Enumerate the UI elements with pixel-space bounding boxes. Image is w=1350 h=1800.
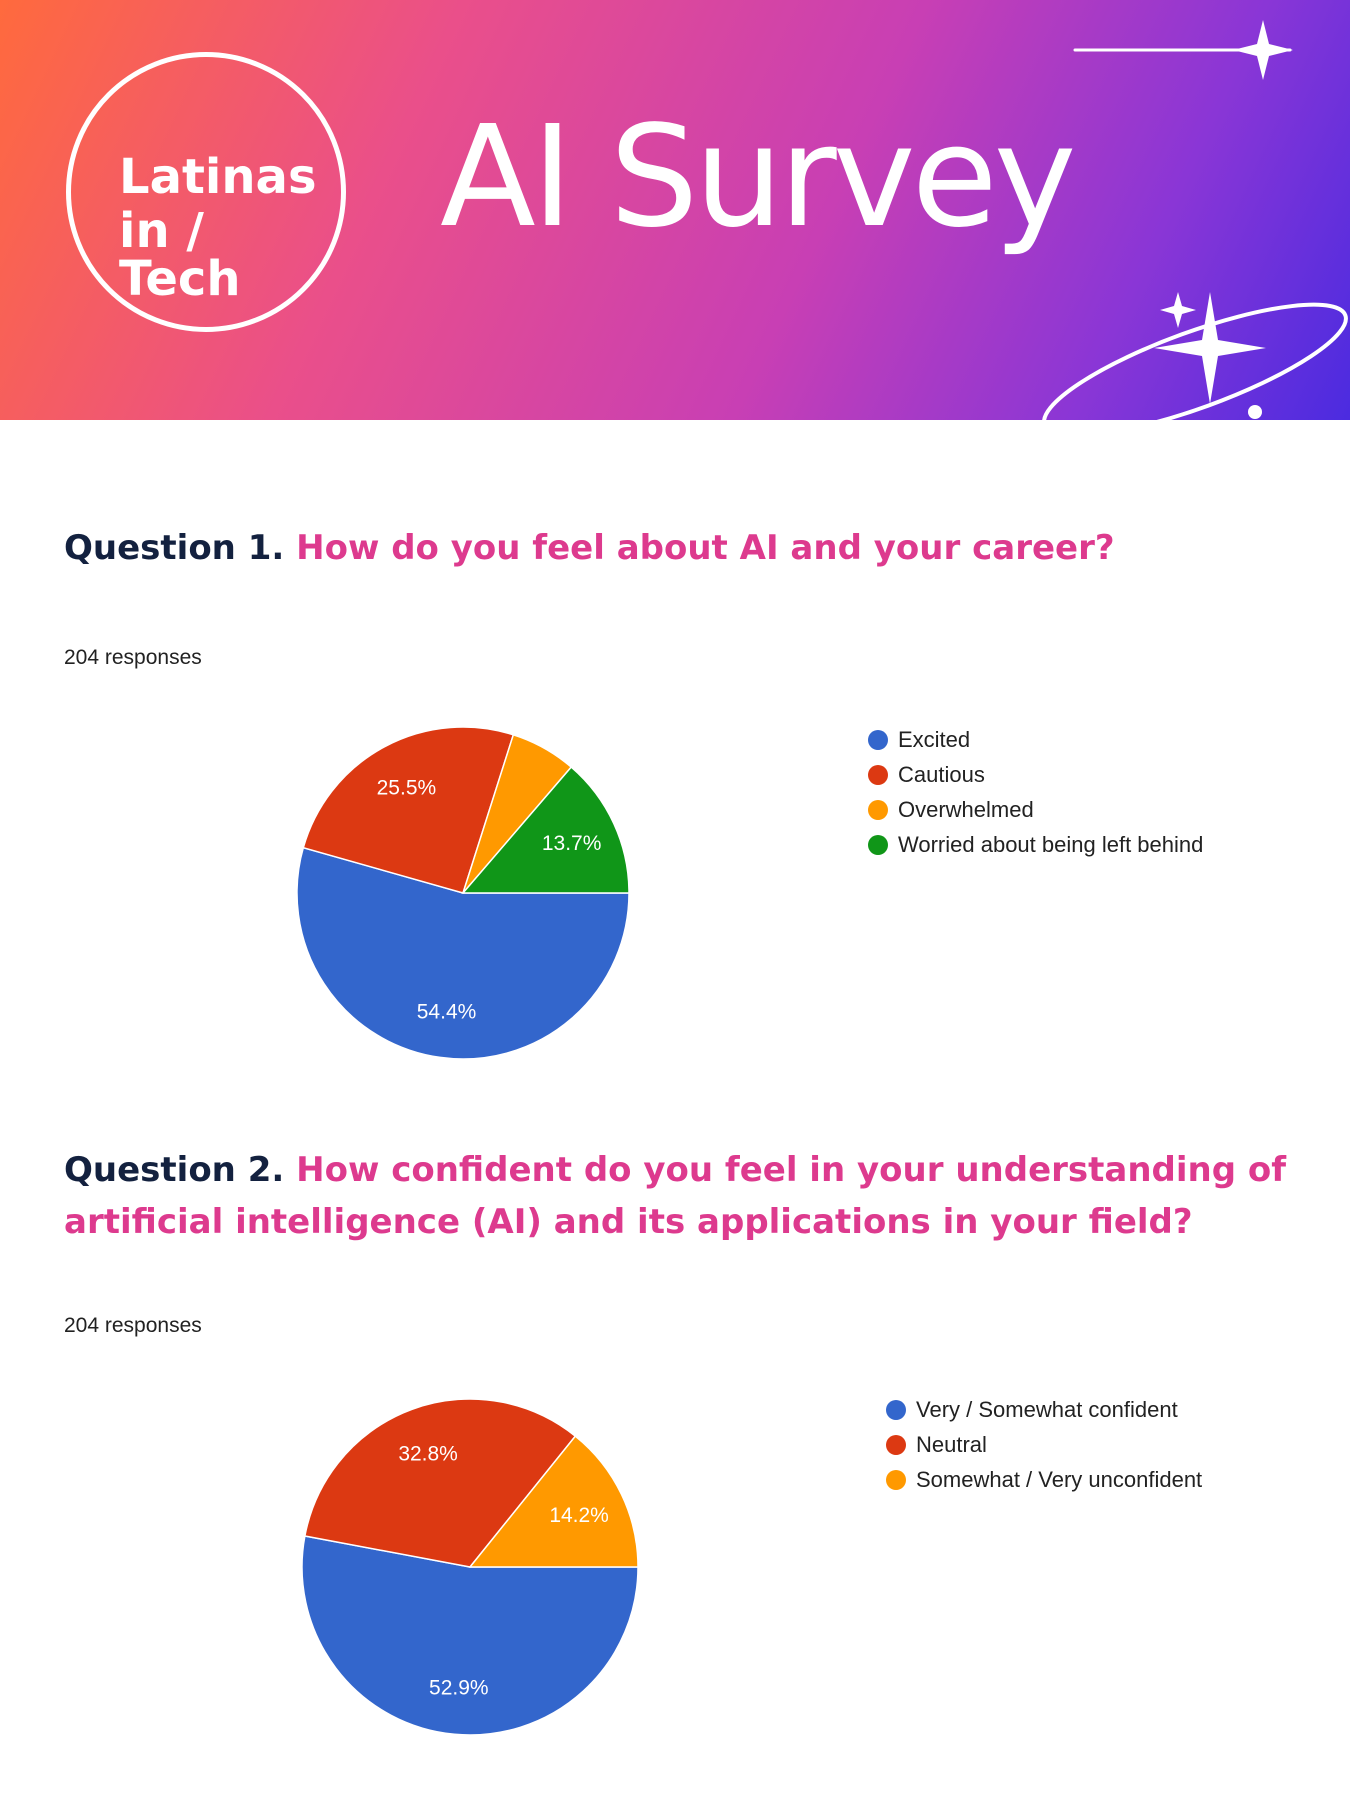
question-2-number: Question 2. — [64, 1150, 285, 1190]
logo: Latinas in / Tech — [66, 52, 346, 332]
legend-item-somewhat-very-unconfident: Somewhat / Very unconfident — [886, 1462, 1202, 1497]
legend-item-cautious: Cautious — [868, 757, 1203, 792]
legend-swatch — [886, 1469, 906, 1490]
sparkle-decoration — [1042, 20, 1348, 420]
legend-label: Overwhelmed — [898, 796, 1034, 822]
legend-label: Worried about being left behind — [898, 831, 1204, 857]
header-banner: Latinas in / Tech AI Survey — [0, 0, 1350, 420]
pie-slice-very-somewhat-confident — [301, 1535, 639, 1736]
legend-label: Very / Somewhat confident — [916, 1396, 1178, 1422]
legend-label: Neutral — [916, 1431, 987, 1457]
pie-chart-question-1: 54.4% 25.5% 13.7% — [296, 726, 630, 1060]
question-1-responses: 204 responses — [64, 646, 202, 669]
legend-item-neutral: Neutral — [886, 1427, 1202, 1462]
legend-swatch — [886, 1434, 906, 1455]
pie-slice-excited — [296, 846, 630, 1060]
legend-label: Excited — [898, 726, 971, 752]
pie-chart-question-2: 52.9% 32.8% 14.2% — [301, 1398, 639, 1736]
pie-slice-worried-about-being-left-behind — [461, 766, 630, 894]
page-title: AI Survey — [440, 96, 1077, 259]
pie-label-very-somewhat-confident: 52.9% — [429, 1676, 489, 1699]
question-1-text: How do you feel about AI and your career… — [296, 528, 1115, 568]
question-2-text: How confident do you feel in your unders… — [64, 1150, 1287, 1242]
pie-label-neutral: 32.8% — [398, 1443, 458, 1466]
legend-item-overwhelmed: Overwhelmed — [868, 792, 1203, 827]
pie-slice-neutral — [304, 1398, 577, 1568]
pie-label-worried-about-being-left-behind: 13.7% — [542, 832, 602, 855]
legend-swatch — [868, 764, 888, 785]
legend-swatch — [868, 799, 888, 820]
legend-swatch — [886, 1399, 906, 1420]
legend-label: Cautious — [898, 761, 985, 787]
legend-item-very-somewhat-confident: Very / Somewhat confident — [886, 1392, 1202, 1427]
legend-swatch — [868, 834, 888, 855]
question-2-heading: Question 2. How confident do you feel in… — [64, 1144, 1294, 1248]
pie-label-cautious: 25.5% — [377, 777, 437, 800]
question-1-heading: Question 1. How do you feel about AI and… — [64, 522, 1294, 574]
pie-slice-cautious — [302, 726, 515, 894]
question-1-number: Question 1. — [64, 528, 285, 568]
question-2-responses: 204 responses — [64, 1314, 202, 1337]
legend-item-worried-about-being-left-behind: Worried about being left behind — [868, 827, 1203, 862]
pie-slice-somewhat-very-unconfident — [468, 1435, 639, 1568]
legend-swatch — [868, 729, 888, 750]
legend-item-excited: Excited — [868, 722, 1203, 757]
legend-question-2: Very / Somewhat confident Neutral Somewhat… — [886, 1392, 1202, 1497]
pie-label-somewhat-very-unconfident: 14.2% — [549, 1504, 609, 1527]
logo-text-line2: in / Tech — [119, 203, 241, 307]
legend-question-1: Excited Cautious Overwhelmed Worried about … — [868, 722, 1203, 862]
pie-label-excited: 54.4% — [417, 1000, 477, 1023]
logo-text-line1: Latinas — [119, 149, 317, 205]
legend-label: Somewhat / Very unconfident — [916, 1466, 1203, 1492]
